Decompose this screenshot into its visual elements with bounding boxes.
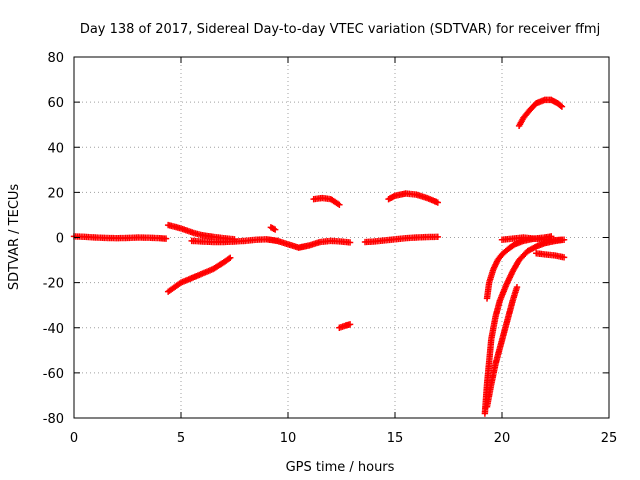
x-tick-label: 10 [280, 431, 297, 446]
y-tick-label: 40 [47, 141, 64, 156]
y-tick-label: -60 [43, 367, 64, 382]
y-tick-label: -80 [43, 412, 64, 427]
y-tick-label: -20 [43, 277, 64, 292]
data-point [336, 201, 343, 208]
x-tick-label: 20 [494, 431, 511, 446]
y-axis-label: SDTVAR / TECUs [7, 184, 22, 291]
x-tick-label: 5 [177, 431, 185, 446]
data-point [558, 103, 566, 110]
data-points [70, 96, 568, 417]
data-point [557, 102, 565, 109]
data-point [346, 321, 354, 328]
data-point [271, 226, 279, 233]
data-point [560, 254, 568, 261]
data-point [434, 199, 441, 206]
x-tick-label: 25 [601, 431, 618, 446]
data-point [513, 283, 521, 291]
x-axis-label: GPS time / hours [286, 460, 395, 475]
data-point [558, 236, 566, 243]
y-tick-label: 80 [47, 51, 64, 66]
data-point [225, 255, 233, 262]
y-tick-label: -40 [43, 322, 64, 337]
x-tick-label: 0 [70, 431, 78, 446]
chart-title: Day 138 of 2017, Sidereal Day-to-day VTE… [80, 22, 600, 37]
data-point [227, 254, 234, 262]
axis-ticks: 0 5 10 15 20 25 -80 -60 -40 -20 0 20 40 60 80 [43, 51, 618, 446]
y-tick-label: 20 [47, 186, 64, 201]
y-tick-label: 60 [47, 96, 64, 111]
x-tick-label: 15 [387, 431, 404, 446]
data-point [162, 235, 170, 242]
y-tick-label: 0 [56, 232, 64, 247]
data-point [434, 233, 441, 241]
data-point [346, 239, 354, 246]
